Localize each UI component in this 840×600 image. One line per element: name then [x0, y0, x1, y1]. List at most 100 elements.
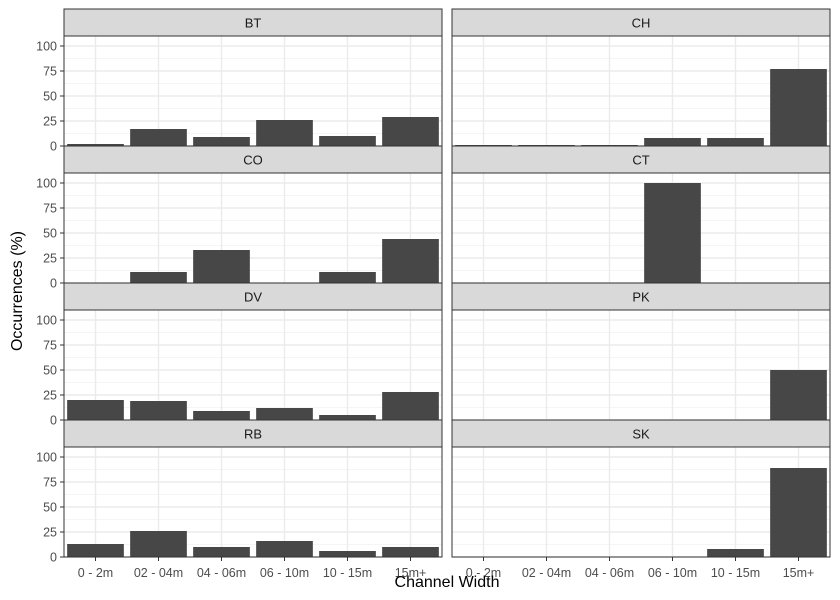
bar-sk-5 — [770, 468, 827, 557]
panel-background — [452, 36, 830, 146]
bar-dv-1 — [130, 401, 187, 420]
bar-ch-3 — [644, 138, 701, 146]
y-tick-label: 0 — [50, 551, 57, 565]
x-tick-label: 0 - 2m — [78, 566, 113, 580]
y-tick-label: 100 — [36, 314, 57, 328]
facet-strip-label: CH — [632, 16, 651, 31]
bar-dv-5 — [382, 392, 439, 420]
facet-panel-sk: SK — [451, 419, 831, 558]
y-tick-label: 50 — [43, 364, 57, 378]
y-tick-label: 25 — [43, 389, 57, 403]
y-tick-label: 75 — [43, 339, 57, 353]
x-tick-label: 0 - 2m — [466, 566, 501, 580]
y-tick-label: 75 — [43, 202, 57, 216]
facet-panel-co: CO 0 25 50 75 100 — [36, 145, 443, 291]
y-tick-label: 100 — [36, 177, 57, 191]
bar-ch-4 — [707, 138, 764, 146]
facet-panel-pk: PK — [451, 282, 831, 421]
facet-strip-label: CO — [243, 153, 263, 168]
x-tick-label: 04 - 06m — [197, 566, 246, 580]
panel-background — [64, 447, 442, 557]
panel-background — [64, 173, 442, 283]
x-tick-label: 10 - 15m — [323, 566, 372, 580]
x-tick-label: 06 - 10m — [648, 566, 697, 580]
panel-border — [451, 446, 831, 558]
bar-bt-3 — [256, 120, 313, 146]
y-tick-label: 0 — [50, 277, 57, 291]
facet-strip-label: BT — [245, 16, 262, 31]
facet-strip — [451, 8, 831, 37]
y-tick-label: 100 — [36, 40, 57, 54]
x-tick-label: 10 - 15m — [711, 566, 760, 580]
panel-background — [452, 310, 830, 420]
y-tick-label: 50 — [43, 501, 57, 515]
bar-pk-5 — [770, 370, 827, 420]
y-tick-label: 50 — [43, 227, 57, 241]
bar-dv-2 — [193, 411, 250, 420]
x-tick-label: 15m+ — [395, 566, 427, 580]
facet-panel-dv: DV 0 25 50 75 100 — [36, 282, 443, 428]
facet-panel-ct: CT — [451, 145, 831, 284]
bar-co-4 — [319, 272, 376, 283]
panel-background — [64, 310, 442, 420]
bar-co-2 — [193, 250, 250, 283]
bar-rb-5 — [382, 547, 439, 557]
facet-strip — [63, 419, 443, 448]
y-tick-label: 25 — [43, 115, 57, 129]
y-tick-label: 75 — [43, 476, 57, 490]
bar-dv-4 — [319, 415, 376, 420]
facet-strip-label: SK — [632, 427, 650, 442]
facet-strip — [451, 145, 831, 174]
bar-co-1 — [130, 272, 187, 283]
bar-bt-0 — [67, 144, 124, 146]
bar-sk-4 — [707, 549, 764, 557]
facet-strip-label: RB — [244, 427, 262, 442]
facet-strip — [63, 145, 443, 174]
y-tick-label: 25 — [43, 252, 57, 266]
x-tick-label: 06 - 10m — [260, 566, 309, 580]
bar-dv-3 — [256, 408, 313, 420]
bar-rb-2 — [193, 547, 250, 557]
panel-background — [452, 173, 830, 283]
bar-bt-5 — [382, 117, 439, 146]
y-tick-label: 0 — [50, 140, 57, 154]
y-tick-label: 100 — [36, 451, 57, 465]
facet-strip-label: DV — [244, 290, 262, 305]
facet-strip — [63, 282, 443, 311]
x-tick-label: 15m+ — [783, 566, 815, 580]
bar-ct-3 — [644, 183, 701, 283]
facet-strip — [451, 282, 831, 311]
bar-rb-0 — [67, 544, 124, 557]
x-tick-label: 04 - 06m — [585, 566, 634, 580]
facet-panels: BT 0 25 50 75 100 CH CO 0 25 50 75 100 CT DV 0 25 50 75 100… — [36, 8, 831, 565]
x-tick-label: 02 - 04m — [134, 566, 183, 580]
y-tick-label: 25 — [43, 526, 57, 540]
x-tick-label: 02 - 04m — [522, 566, 571, 580]
facet-panel-bt: BT 0 25 50 75 100 — [36, 8, 443, 154]
bar-bt-1 — [130, 129, 187, 146]
x-axis: 0 - 2m 02 - 04m 04 - 06m 06 - 10m 10 - 15m 15… — [78, 557, 815, 580]
y-tick-label: 50 — [43, 90, 57, 104]
bar-co-5 — [382, 239, 439, 283]
facet-strip-label: PK — [632, 290, 650, 305]
panel-background — [64, 36, 442, 146]
y-tick-label: 75 — [43, 65, 57, 79]
panel-border — [63, 446, 443, 558]
bar-bt-2 — [193, 137, 250, 146]
facet-panel-ch: CH — [451, 8, 831, 147]
y-tick-label: 0 — [50, 414, 57, 428]
bar-bt-4 — [319, 136, 376, 146]
bar-rb-4 — [319, 551, 376, 557]
facet-strip — [451, 419, 831, 448]
bar-rb-3 — [256, 541, 313, 557]
panel-background — [452, 447, 830, 557]
bar-dv-0 — [67, 400, 124, 420]
x-axis-title: Channel Width — [395, 574, 500, 591]
y-axis-title: Occurrences (%) — [9, 231, 26, 351]
bar-ch-5 — [770, 69, 827, 146]
facet-panel-rb: RB 0 25 50 75 100 — [36, 419, 443, 565]
facet-strip-label: CT — [632, 153, 649, 168]
bar-rb-1 — [130, 531, 187, 557]
facet-strip — [63, 8, 443, 37]
